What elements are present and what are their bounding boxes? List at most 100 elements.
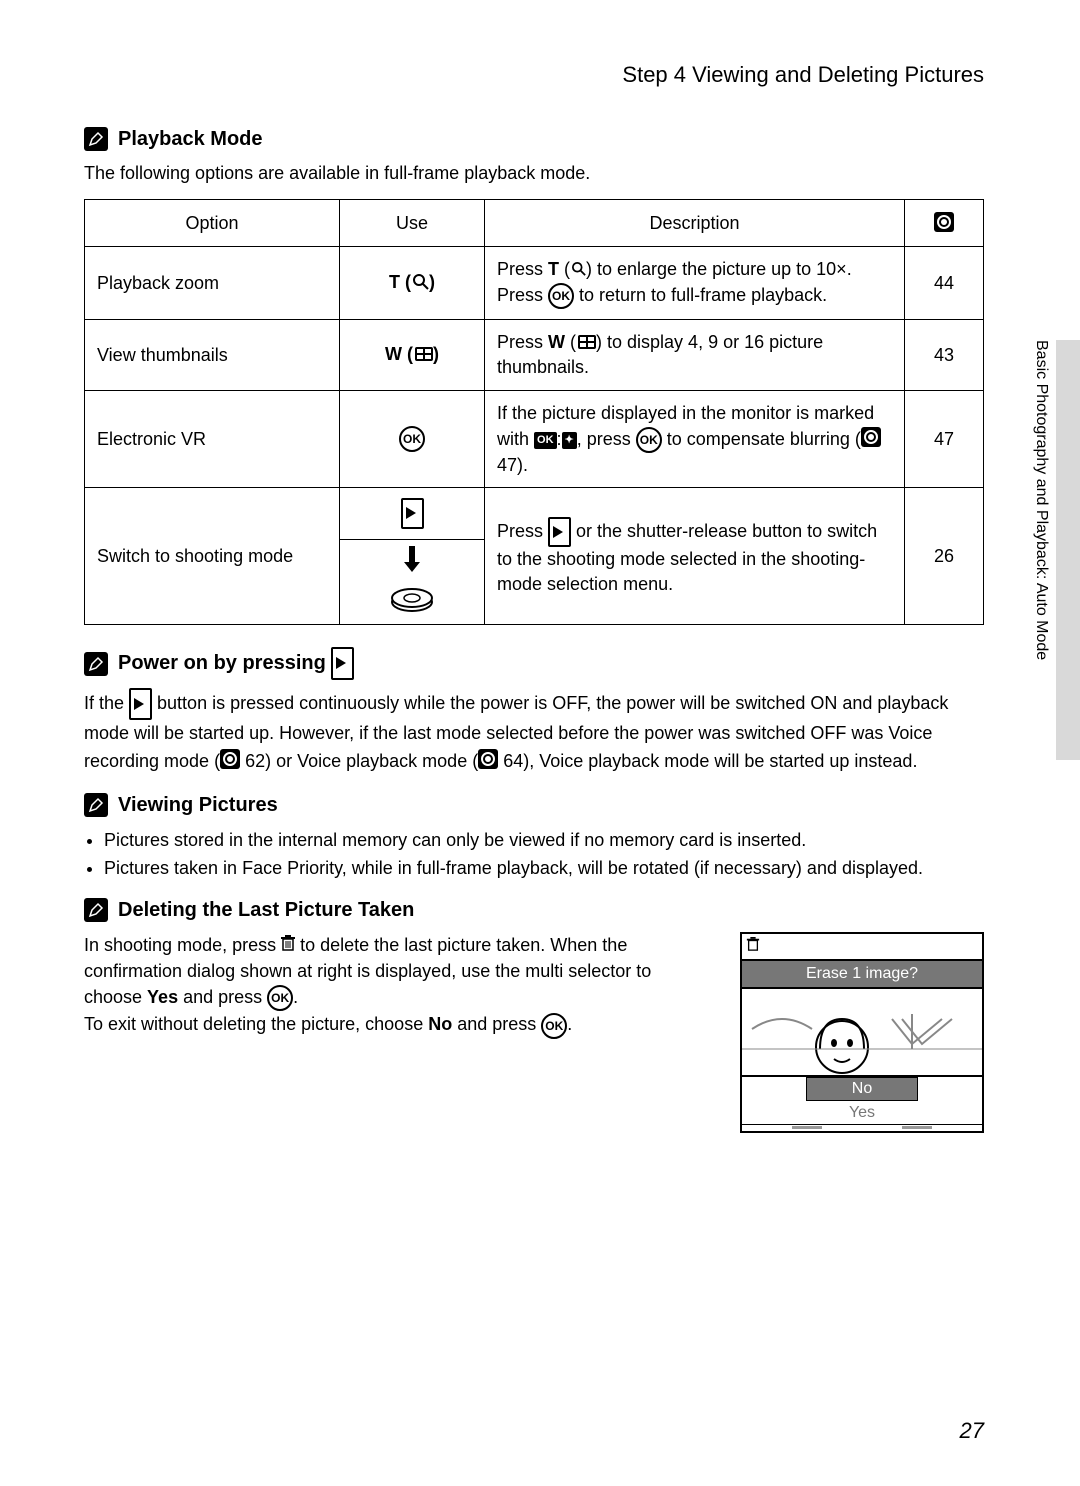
ref-cell: 43 [905, 319, 984, 390]
description-cell: Press or the shutter-release button to s… [485, 488, 905, 625]
ok-button-icon: OK [541, 1013, 567, 1039]
table-row: Electronic VR OK If the picture displaye… [85, 390, 984, 488]
deleting-text: In shooting mode, press to delete the la… [84, 932, 710, 1039]
text: . [293, 987, 298, 1007]
table-row: Switch to shooting mode Press or the shu… [85, 488, 984, 539]
page-number: 27 [960, 1416, 984, 1446]
list-item: Pictures stored in the internal memory c… [104, 827, 984, 853]
magnify-icon [413, 272, 429, 296]
w-label: W [548, 332, 565, 352]
note-icon [84, 652, 108, 676]
option-cell: View thumbnails [85, 319, 340, 390]
text: and press [178, 987, 267, 1007]
step-title: Step 4 Viewing and Deleting Pictures [84, 60, 984, 90]
dialog-yes-option[interactable]: Yes [742, 1101, 982, 1125]
text: , press [577, 429, 636, 449]
playback-icon [401, 498, 424, 528]
table-row: View thumbnails W () Press W () to displ… [85, 319, 984, 390]
dialog-preview [742, 989, 982, 1077]
dialog-no-option[interactable]: No [806, 1077, 918, 1101]
thumbnail-icon [415, 343, 433, 367]
playback-intro: The following options are available in f… [84, 161, 984, 185]
deleting-title: Deleting the Last Picture Taken [118, 897, 414, 924]
col-use: Use [340, 199, 485, 246]
text: . [567, 1014, 572, 1034]
power-on-header: Power on by pressing [84, 647, 984, 680]
use-cell: W () [340, 319, 485, 390]
option-cell: Switch to shooting mode [85, 488, 340, 625]
use-cell: OK [340, 390, 485, 488]
manual-page: Basic Photography and Playback: Auto Mod… [0, 0, 1080, 1486]
text: ) to enlarge the picture up to 10×. [586, 259, 852, 279]
t-label: T [548, 259, 559, 279]
col-reference [905, 199, 984, 246]
no-label: No [428, 1014, 452, 1034]
ok-button-icon: OK [636, 427, 662, 453]
text: 64), Voice playback mode will be started… [498, 751, 917, 771]
playback-icon [548, 517, 571, 547]
viewing-pictures-title: Viewing Pictures [118, 792, 278, 819]
text: and press [452, 1014, 541, 1034]
ok-button-icon: OK [548, 283, 574, 309]
option-cell: Electronic VR [85, 390, 340, 488]
shutter-button-icon [390, 588, 434, 618]
power-on-text: If the button is pressed continuously wh… [84, 688, 984, 773]
col-option: Option [85, 199, 340, 246]
w-label: W [385, 344, 402, 364]
text: ( [559, 259, 570, 279]
note-icon [84, 793, 108, 817]
reference-icon [861, 427, 881, 447]
ok-button-icon: OK [267, 985, 293, 1011]
power-on-title: Power on by pressing [118, 652, 331, 674]
use-cell: T () [340, 247, 485, 320]
dialog-topbar [742, 934, 982, 962]
note-icon [84, 127, 108, 151]
yes-label: Yes [147, 987, 178, 1007]
ref-cell: 47 [905, 390, 984, 488]
trash-icon [281, 932, 295, 946]
vr-indicator-icon: OK [534, 432, 557, 449]
description-cell: Press T ( ) to enlarge the picture up to … [485, 247, 905, 320]
option-cell: Playback zoom [85, 247, 340, 320]
vr-indicator-icon: ✦ [562, 432, 577, 449]
deleting-header: Deleting the Last Picture Taken [84, 897, 984, 924]
reference-icon [934, 212, 954, 232]
dialog-bottom-bar [742, 1124, 982, 1131]
text: Press [497, 332, 548, 352]
playback-mode-title: Playback Mode [118, 126, 263, 153]
use-cell [340, 539, 485, 625]
col-description: Description [485, 199, 905, 246]
dialog-title: Erase 1 image? [742, 961, 982, 989]
text: To exit without deleting the picture, ch… [84, 1014, 428, 1034]
text: ( [565, 332, 576, 352]
text: Press [497, 285, 548, 305]
trash-icon [746, 936, 760, 950]
text: Press [497, 521, 548, 541]
thumbnail-icon [578, 331, 596, 355]
text: In shooting mode, press [84, 935, 281, 955]
note-icon [84, 898, 108, 922]
dialog-buttons: No Yes [742, 1077, 982, 1124]
text: 62) or Voice playback mode ( [240, 751, 478, 771]
side-tab [1056, 340, 1080, 760]
text: to compensate blurring ( [662, 429, 861, 449]
erase-dialog: Erase 1 image? No Yes [740, 932, 984, 1133]
ok-button-icon: OK [399, 426, 425, 452]
use-cell [340, 488, 485, 539]
magnify-icon [572, 258, 586, 282]
viewing-bullets: Pictures stored in the internal memory c… [104, 827, 984, 881]
t-label: T [389, 272, 400, 292]
viewing-pictures-header: Viewing Pictures [84, 792, 984, 819]
side-section-label: Basic Photography and Playback: Auto Mod… [1030, 340, 1052, 660]
reference-icon [220, 749, 240, 769]
description-cell: If the picture displayed in the monitor … [485, 390, 905, 488]
ref-cell: 44 [905, 247, 984, 320]
text: 47). [497, 455, 528, 475]
table-row: Playback zoom T () Press T ( ) to enlarge… [85, 247, 984, 320]
text: If the [84, 693, 129, 713]
table-header-row: Option Use Description [85, 199, 984, 246]
playback-mode-header: Playback Mode [84, 126, 984, 153]
playback-icon [129, 688, 152, 720]
description-cell: Press W () to display 4, 9 or 16 picture… [485, 319, 905, 390]
ref-cell: 26 [905, 488, 984, 625]
